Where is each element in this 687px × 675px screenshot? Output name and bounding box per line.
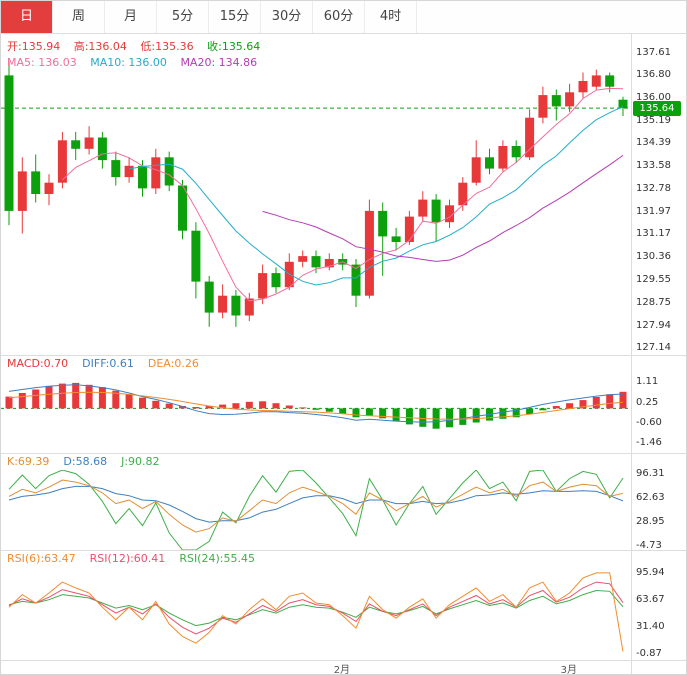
panel-divider: [1, 355, 686, 356]
y-axis-label: -4.73: [636, 540, 662, 552]
candlestick-chart[interactable]: [1, 33, 631, 355]
macd-readout: MACD:0.70 DIFF:0.61 DEA:0.26: [1, 355, 631, 372]
rsi-chart[interactable]: [1, 567, 631, 660]
y-axis-label: 96.31: [636, 468, 665, 480]
y-axis-label: 1.11: [636, 376, 659, 388]
y-axis-label: 137.61: [636, 46, 671, 58]
tab-4hour[interactable]: 4时: [365, 1, 417, 33]
tab-30min[interactable]: 30分: [261, 1, 313, 33]
y-axis-label: 129.55: [636, 274, 671, 286]
y-axis-label: 130.36: [636, 251, 671, 263]
y-axis: 137.61 136.80 136.00 135.19 134.39 133.58 132.…: [632, 33, 686, 674]
y-axis-label: 95.94: [636, 566, 665, 578]
y-axis-label: 63.67: [636, 594, 665, 605]
x-axis-label: 2月: [333, 665, 351, 675]
macd-chart[interactable]: [1, 372, 631, 453]
panel-divider: [1, 453, 686, 454]
k-value: K:69.39: [7, 455, 50, 468]
rsi6-value: RSI(6):63.47: [7, 552, 76, 565]
tab-day[interactable]: 日: [1, 1, 53, 33]
y-axis-label: 31.40: [636, 621, 665, 632]
y-axis-label: 136.80: [636, 69, 671, 81]
rsi-readout: RSI(6):63.47 RSI(12):60.41 RSI(24):55.45: [1, 550, 631, 567]
j-value: J:90.82: [121, 455, 160, 468]
x-axis-label: 3月: [560, 665, 577, 675]
y-axis-label: 132.78: [636, 182, 671, 194]
macd-panel[interactable]: MACD:0.70 DIFF:0.61 DEA:0.26: [1, 355, 631, 453]
y-axis-label: 131.97: [636, 205, 671, 217]
rsi-panel[interactable]: RSI(6):63.47 RSI(12):60.41 RSI(24):55.45: [1, 550, 631, 660]
kdj-panel[interactable]: K:69.39 D:58.68 J:90.82: [1, 453, 631, 550]
timeframe-tabbar: 日周月 5分 15分 30分 60分 4时: [1, 1, 686, 33]
macd-value: MACD:0.70: [7, 357, 69, 370]
y-axis-label: 28.95: [636, 516, 665, 528]
rsi12-value: RSI(12):60.41: [89, 552, 166, 565]
dea-value: DEA:0.26: [147, 357, 199, 370]
current-price-tag: 135.64: [633, 101, 681, 117]
y-axis-label: 127.14: [636, 342, 671, 354]
y-axis-label: 0.25: [636, 396, 659, 408]
y-axis-label: 131.17: [636, 228, 671, 240]
kdj-chart[interactable]: [1, 470, 631, 550]
y-axis-label: 136.00: [636, 92, 671, 103]
y-axis-label: 62.63: [636, 492, 665, 504]
y-axis-label: 134.39: [636, 137, 671, 149]
diff-value: DIFF:0.61: [82, 357, 134, 370]
axis-divider: [631, 33, 632, 674]
y-axis-label: 128.75: [636, 296, 671, 308]
rsi24-value: RSI(24):55.45: [179, 552, 255, 565]
panel-divider: [1, 33, 686, 34]
x-axis: 2月 3月: [1, 660, 631, 675]
tab-month[interactable]: 月: [105, 1, 157, 33]
y-axis-label: 135.19: [636, 114, 671, 126]
tab-60min[interactable]: 60分: [313, 1, 365, 33]
tab-15min[interactable]: 15分: [209, 1, 261, 33]
y-axis-label: -0.87: [636, 648, 662, 659]
tab-week[interactable]: 周: [53, 1, 105, 33]
tab-5min[interactable]: 5分: [157, 1, 209, 33]
y-axis-label: 133.58: [636, 160, 671, 172]
y-axis-label: 127.94: [636, 319, 671, 331]
panel-divider: [1, 660, 686, 661]
d-value: D:58.68: [63, 455, 108, 468]
y-axis-label: -1.46: [636, 436, 662, 448]
price-panel[interactable]: 开:135.94 高:136.04 低:135.36 收:135.64 MA5:…: [1, 33, 631, 355]
panel-divider: [1, 550, 686, 551]
kdj-readout: K:69.39 D:58.68 J:90.82: [1, 453, 631, 470]
y-axis-label: -0.60: [636, 416, 662, 428]
